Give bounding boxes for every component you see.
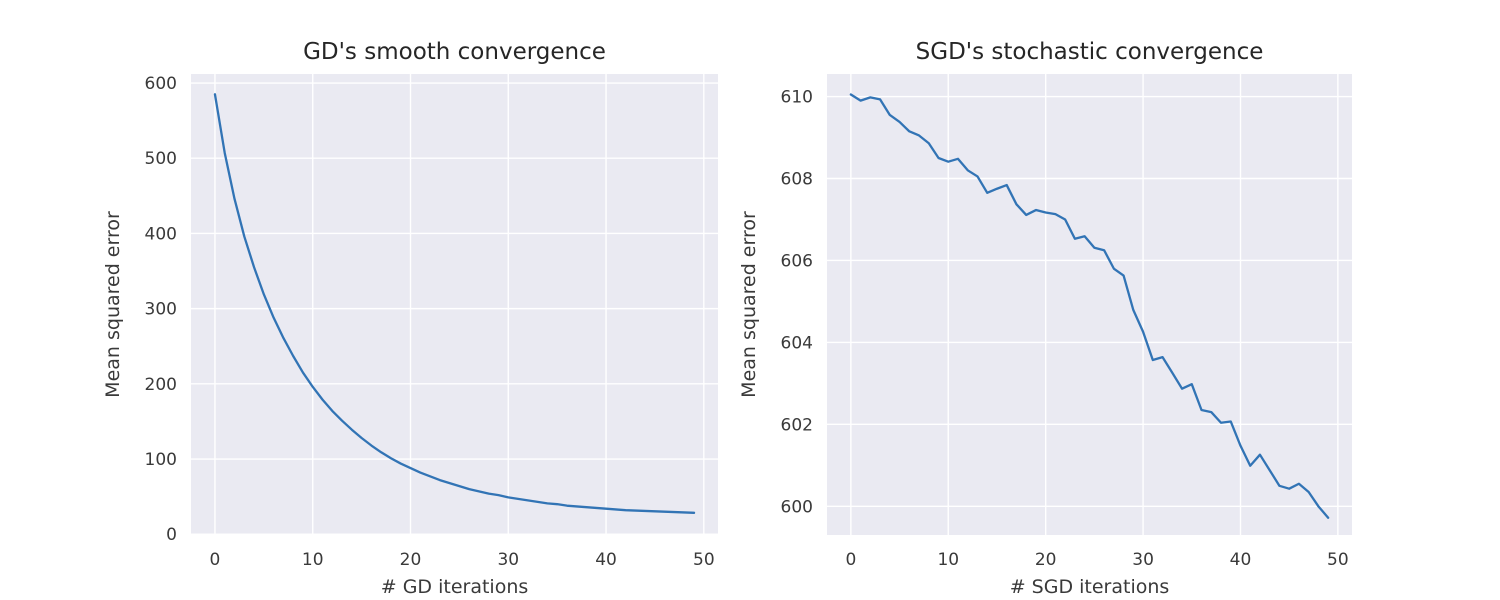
sgd-y-axis-label: Mean squared error [738, 211, 760, 398]
sgd-x-axis-label: # SGD iterations [1010, 576, 1170, 598]
gd-y-tick-label: 500 [145, 149, 177, 169]
gd-x-tick-label: 30 [497, 550, 519, 570]
sgd-x-tick-label: 20 [1035, 550, 1057, 570]
gd-y-axis-label: Mean squared error [102, 211, 124, 398]
sgd-x-tick-label: 30 [1132, 550, 1154, 570]
gd-plot-area [191, 74, 718, 535]
sgd-y-tick-label: 606 [781, 251, 813, 271]
gd-y-tick-label: 600 [145, 74, 177, 94]
sgd-chart-title: SGD's stochastic convergence [916, 39, 1264, 65]
gd-y-tick-label: 300 [145, 300, 177, 320]
gd-series-line [213, 93, 696, 514]
sgd-x-tick-label: 10 [937, 550, 959, 570]
sgd-series-line [849, 93, 1330, 519]
gd-x-tick-label: 0 [210, 550, 221, 570]
sgd-y-tick-label: 608 [781, 169, 813, 189]
sgd-x-tick-label: 40 [1230, 550, 1252, 570]
sgd-y-tick-label: 604 [781, 333, 813, 353]
gd-x-tick-label: 50 [693, 550, 715, 570]
gd-y-tick-label: 100 [145, 450, 177, 470]
gd-y-tick-label: 0 [166, 525, 177, 545]
sgd-y-tick-label: 600 [781, 497, 813, 517]
gd-y-tick-label: 200 [145, 375, 177, 395]
gd-x-tick-label: 20 [400, 550, 422, 570]
sgd-x-tick-label: 0 [845, 550, 856, 570]
sgd-chart: 0 10 20 30 40 50 600 602 604 606 608 610 SGD's stoch… [738, 39, 1352, 598]
gd-x-axis-label: # GD iterations [381, 576, 529, 598]
sgd-y-tick-label: 602 [781, 415, 813, 435]
gd-x-tick-label: 10 [302, 550, 324, 570]
gd-y-tick-label: 400 [145, 224, 177, 244]
sgd-y-tick-label: 610 [781, 88, 813, 108]
sgd-plot-area [827, 74, 1352, 535]
sgd-x-tick-label: 50 [1327, 550, 1349, 570]
gd-chart-title: GD's smooth convergence [303, 39, 606, 65]
gd-x-tick-label: 40 [595, 550, 617, 570]
